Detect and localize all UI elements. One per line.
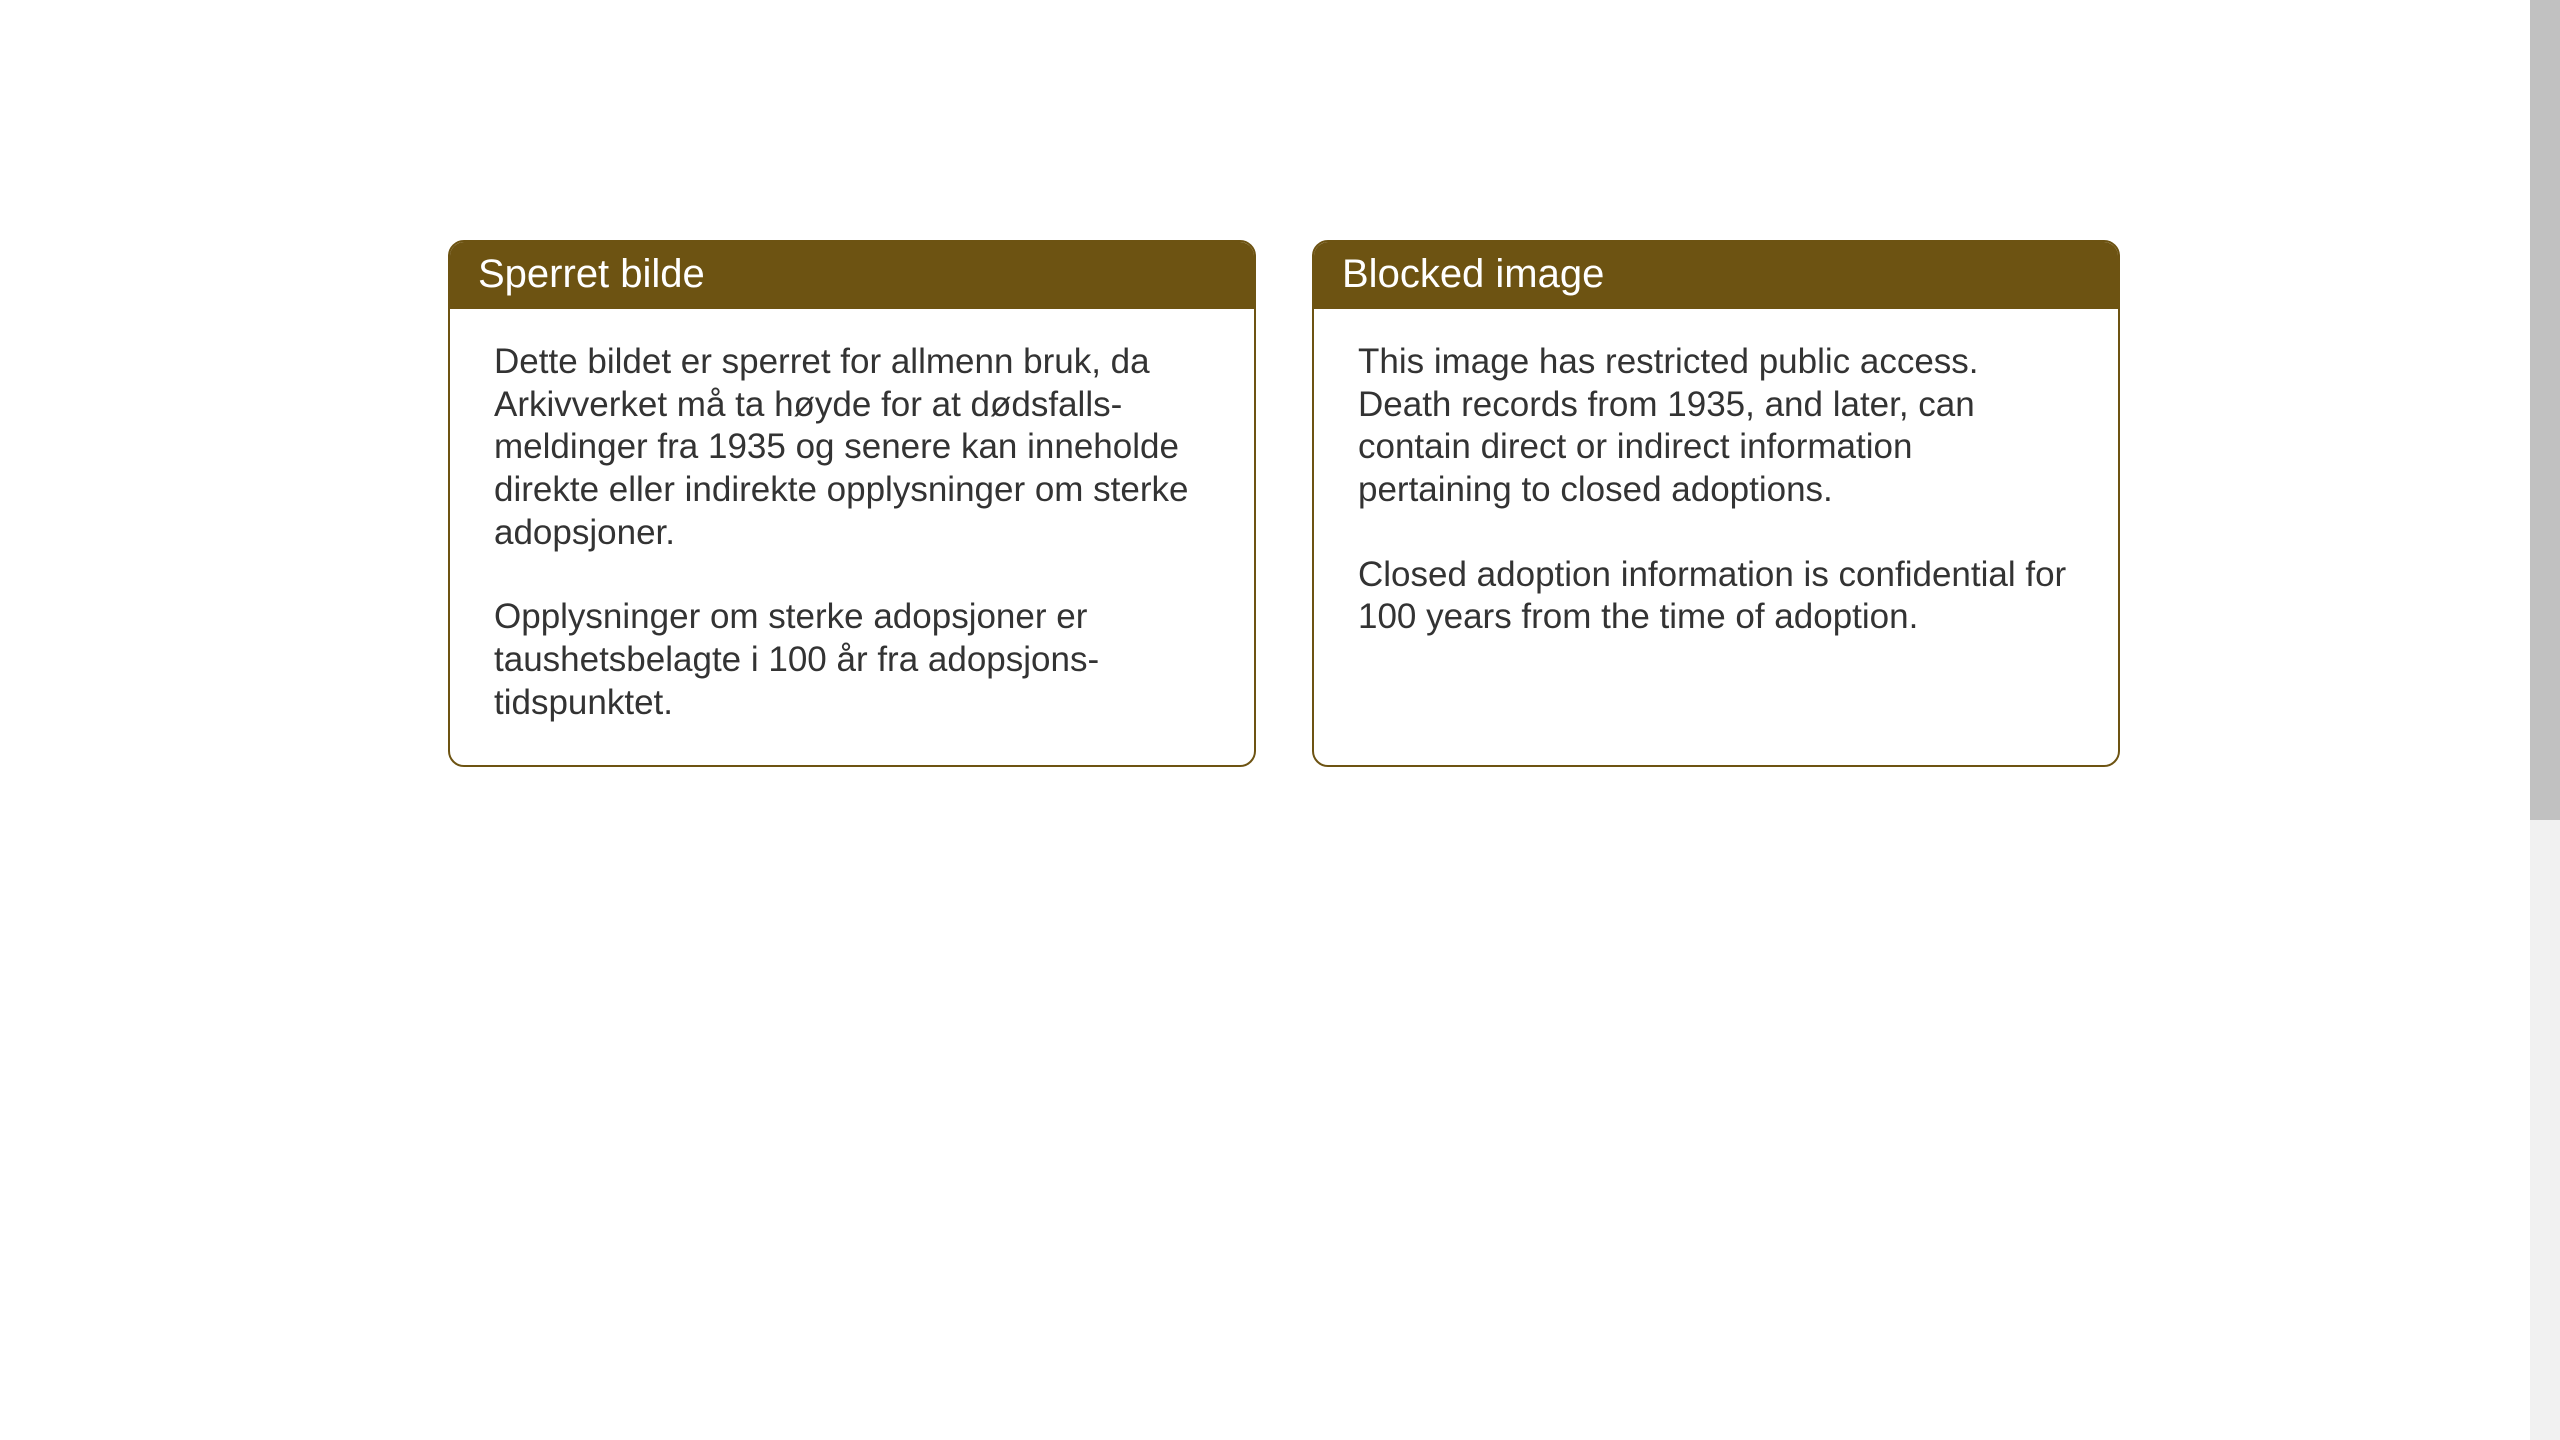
scrollbar-thumb[interactable]: [2530, 0, 2560, 820]
paragraph-norwegian-1: Dette bildet er sperret for allmenn bruk…: [494, 341, 1210, 554]
paragraph-english-2: Closed adoption information is confident…: [1358, 554, 2074, 639]
notice-card-norwegian: Sperret bilde Dette bildet er sperret fo…: [448, 240, 1256, 767]
notice-cards-container: Sperret bilde Dette bildet er sperret fo…: [448, 240, 2120, 767]
card-title-norwegian: Sperret bilde: [478, 252, 705, 296]
card-title-english: Blocked image: [1342, 252, 1604, 296]
scrollbar-track[interactable]: [2530, 0, 2560, 1440]
paragraph-english-1: This image has restricted public access.…: [1358, 341, 2074, 512]
card-body-norwegian: Dette bildet er sperret for allmenn bruk…: [450, 309, 1254, 765]
notice-card-english: Blocked image This image has restricted …: [1312, 240, 2120, 767]
card-header-english: Blocked image: [1314, 242, 2118, 309]
paragraph-norwegian-2: Opplysninger om sterke adopsjoner er tau…: [494, 596, 1210, 724]
card-header-norwegian: Sperret bilde: [450, 242, 1254, 309]
card-body-english: This image has restricted public access.…: [1314, 309, 2118, 749]
